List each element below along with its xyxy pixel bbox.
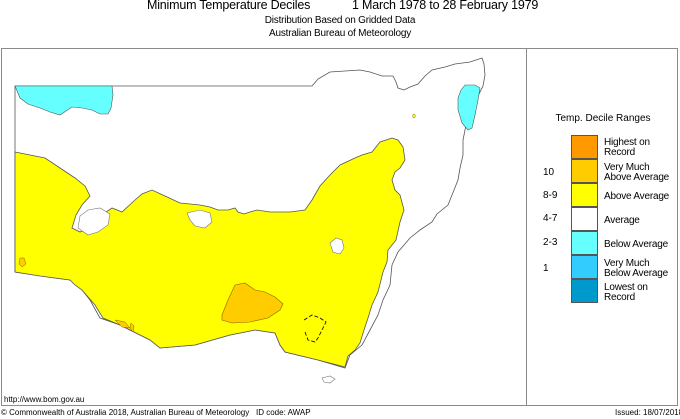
map-title: Minimum Temperature Deciles 1 March 1978… [0,0,680,14]
legend-label-very-much-above: Very Much Above Average [604,162,670,183]
subtitle-agency: Australian Bureau of Meteorology [268,28,412,39]
legend-title: Temp. Decile Ranges [555,113,651,124]
legend-label-highest: Highest on Record [604,137,650,158]
legend-range-very-much-below: 1 [543,263,549,274]
island-average-southcoast [321,375,336,384]
legend-range-very-much-above: 10 [543,167,555,178]
spot-very-much-above-3 [129,322,135,333]
island-average-centre [186,209,213,229]
region-very-much-above-average [221,282,284,324]
issued-date: Issued: 18/07/2018 [615,408,680,417]
legend-label-average: Average [604,215,640,226]
subtitle-distribution: Distribution Based on Gridded Data [264,15,416,26]
legend-label-lowest: Lowest on Record [604,282,648,303]
copyright-notice: © Commonwealth of Australia 2018, Austra… [1,408,250,417]
title-period: 1 March 1978 to 28 February 1979 [352,0,539,12]
legend-swatch-average [571,207,598,231]
legend-swatch-very-much-above [571,159,598,183]
island-average-east [329,237,345,255]
legend-swatch-above [571,183,598,207]
island-average-west [77,207,111,236]
id-code: ID code: AWAP [256,408,311,417]
legend-range-above: 8-9 [543,190,558,201]
legend-range-below: 2-3 [543,237,558,248]
region-below-average-northwest [14,85,114,116]
legend-divider [526,49,527,406]
map-frame [1,48,678,406]
legend-label-above: Above Average [604,191,670,202]
region-below-average-northeast [457,84,481,131]
spot-above-average-north [412,113,416,119]
legend-swatch-highest [571,135,598,159]
region-above-average [14,137,406,368]
legend-swatch-very-much-below [571,255,598,279]
bom-url-link[interactable]: http://www.bom.gov.au [4,395,85,404]
legend-swatch-below [571,231,598,255]
title-variable: Minimum Temperature Deciles [147,0,311,12]
legend-swatch-lowest [571,279,598,303]
act-outline [303,314,327,343]
legend-label-below: Below Average [604,239,668,250]
legend-range-average: 4-7 [543,213,558,224]
spot-very-much-above-1 [18,257,27,268]
legend-label-very-much-below: Very Much Below Average [604,258,668,279]
